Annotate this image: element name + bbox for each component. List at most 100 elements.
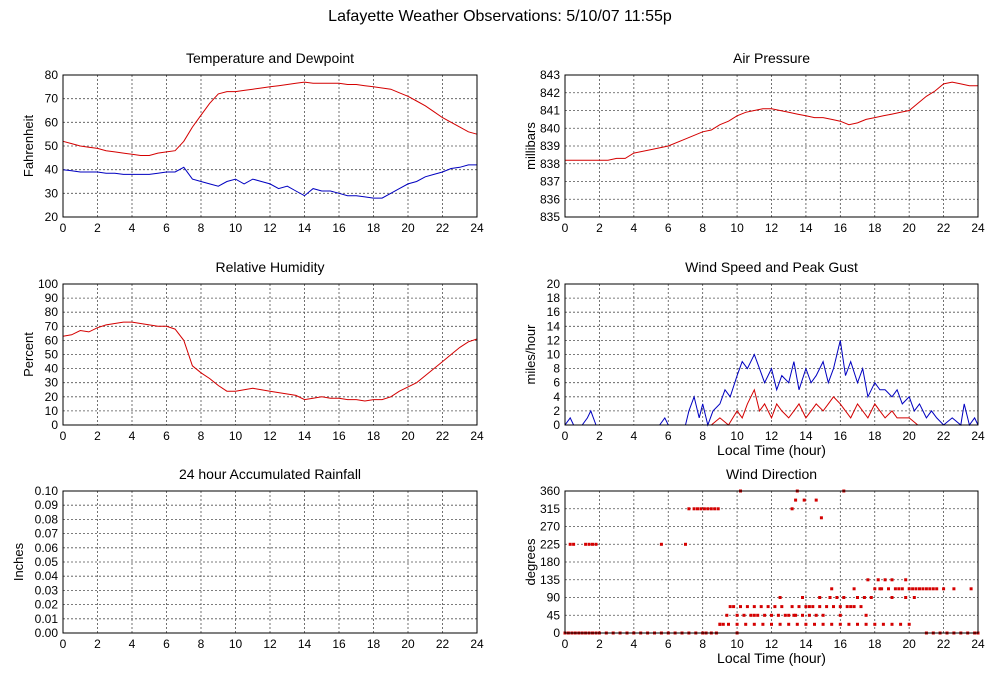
direction-point	[776, 613, 780, 617]
rain-y-tick-label: 0.01	[35, 612, 59, 626]
direction-point	[783, 613, 787, 617]
direction-point	[899, 622, 903, 626]
rain-x-tick-label: 2	[94, 637, 101, 651]
direction-y-axis-label: degrees	[523, 538, 538, 585]
direction-x-tick-label: 10	[730, 637, 744, 651]
pressure-x-tick-label: 10	[730, 221, 744, 235]
direction-point	[852, 587, 856, 591]
pressure-x-tick-label: 4	[630, 221, 637, 235]
temp-x-tick-label: 18	[367, 221, 381, 235]
direction-point	[847, 622, 851, 626]
rain-y-tick-label: 0.06	[35, 541, 59, 555]
wind-y-axis-label: miles/hour	[523, 324, 538, 385]
direction-point	[716, 507, 720, 511]
direction-point	[893, 587, 897, 591]
rain-x-tick-label: 16	[332, 637, 346, 651]
humidity-x-tick-label: 0	[60, 429, 67, 443]
direction-point	[807, 613, 811, 617]
direction-point	[572, 542, 576, 546]
direction-chart: 0 2 4 6 8 10 12 14 16 18 20 22 240459013518022527031…	[523, 466, 985, 666]
direction-point	[900, 587, 904, 591]
direction-point	[811, 605, 815, 609]
page-title: Lafayette Weather Observations: 5/10/07 …	[328, 8, 672, 25]
direction-point	[790, 605, 794, 609]
pressure-y-tick-label: 836	[540, 192, 560, 206]
humidity-x-tick-label: 8	[198, 429, 205, 443]
direction-point	[721, 622, 725, 626]
rain-y-tick-label: 0.04	[35, 569, 59, 583]
direction-point	[935, 587, 939, 591]
humidity-x-tick-label: 2	[94, 429, 101, 443]
temp-y-tick-label: 70	[45, 92, 59, 106]
direction-y-tick-label: 270	[540, 520, 560, 534]
humidity-y-tick-label: 30	[45, 376, 59, 390]
direction-point	[745, 605, 749, 609]
direction-point	[804, 605, 808, 609]
temp-x-tick-label: 22	[436, 221, 450, 235]
direction-point	[659, 542, 663, 546]
pressure-x-tick-label: 14	[799, 221, 813, 235]
rain-x-tick-label: 0	[60, 637, 67, 651]
direction-point	[787, 622, 791, 626]
direction-y-tick-label: 360	[540, 484, 560, 498]
pressure-y-tick-label: 841	[540, 104, 560, 118]
wind-x-tick-label: 0	[562, 429, 569, 443]
temp-title: Temperature and Dewpoint	[186, 50, 354, 66]
direction-point	[752, 605, 756, 609]
direction-point	[952, 587, 956, 591]
pressure-y-tick-label: 843	[540, 68, 560, 82]
humidity-chart: 0 2 4 6 8 10 12 14 16 18 20 22 240102030405060708090…	[21, 259, 484, 443]
wind-x-tick-label: 6	[665, 429, 672, 443]
direction-point	[807, 605, 811, 609]
direction-point	[864, 622, 868, 626]
pressure-y-tick-label: 839	[540, 139, 560, 153]
direction-point	[821, 622, 825, 626]
direction-point	[699, 507, 703, 511]
direction-point	[907, 587, 911, 591]
rain-x-tick-label: 4	[129, 637, 136, 651]
direction-point	[739, 605, 742, 609]
direction-point	[696, 507, 699, 511]
temp-y-tick-label: 50	[45, 139, 59, 153]
pressure-x-tick-label: 20	[902, 221, 916, 235]
pressure-y-axis-label: millibars	[523, 122, 538, 170]
direction-point	[859, 605, 863, 609]
pressure-y-tick-label: 842	[540, 86, 560, 100]
direction-plot-frame	[564, 490, 979, 634]
wind-y-tick-label: 14	[547, 319, 561, 333]
direction-point	[814, 613, 818, 617]
direction-point	[727, 622, 730, 626]
direction-point	[904, 596, 908, 599]
direction-point	[684, 542, 687, 546]
direction-point	[969, 587, 973, 591]
rain-title: 24 hour Accumulated Rainfall	[179, 466, 361, 482]
direction-point	[794, 613, 798, 617]
direction-point	[568, 542, 572, 546]
direction-point	[835, 596, 839, 599]
temp-x-tick-label: 10	[229, 221, 243, 235]
pressure-chart: 0 2 4 6 8 10 12 14 16 18 20 22 248358368378388398408…	[523, 50, 985, 235]
wind-x-tick-label: 4	[630, 429, 637, 443]
direction-point	[692, 507, 696, 511]
humidity-y-tick-label: 100	[38, 277, 58, 291]
humidity-x-tick-label: 14	[298, 429, 312, 443]
direction-point	[818, 605, 822, 609]
direction-point	[763, 613, 767, 617]
direction-point	[752, 613, 756, 617]
direction-point	[813, 622, 816, 626]
direction-point	[830, 622, 834, 626]
direction-point	[838, 605, 842, 609]
direction-point	[928, 587, 932, 591]
rain-y-tick-label: 0.08	[35, 512, 59, 526]
temp-y-tick-label: 80	[45, 68, 59, 82]
rain-y-tick-label: 0.05	[35, 555, 59, 569]
pressure-y-tick-label: 838	[540, 157, 560, 171]
direction-x-tick-label: 16	[834, 637, 848, 651]
direction-point	[770, 613, 773, 617]
humidity-x-tick-label: 24	[470, 429, 484, 443]
direction-point	[702, 507, 706, 511]
direction-point	[713, 507, 717, 511]
wind-x-tick-label: 14	[799, 429, 813, 443]
wind-title: Wind Speed and Peak Gust	[685, 259, 858, 275]
direction-point	[718, 622, 722, 626]
